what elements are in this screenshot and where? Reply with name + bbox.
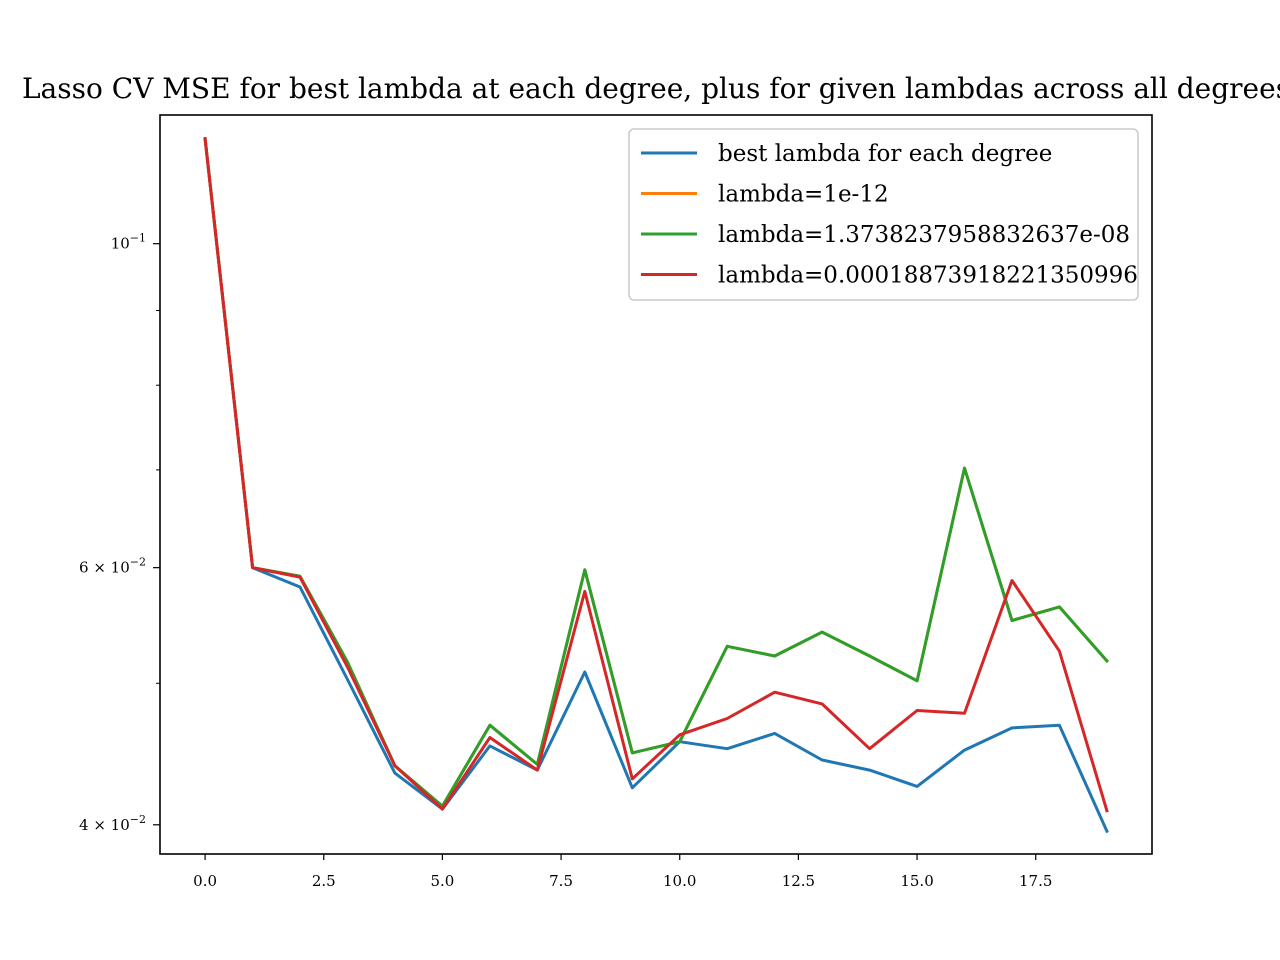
legend-label: lambda=0.00018873918221350996 xyxy=(718,263,1138,289)
legend-label: best lambda for each degree xyxy=(718,141,1052,167)
y-tick-label: 6 × 10−2 xyxy=(79,556,146,577)
legend: best lambda for each degree lambda=1e-12 l… xyxy=(628,128,1139,301)
legend-label: lambda=1.3738237958832637e-08 xyxy=(718,222,1130,248)
y-tick-label: 4 × 10−2 xyxy=(79,813,146,834)
x-tick-label: 2.5 xyxy=(312,872,336,890)
x-tick-label: 5.0 xyxy=(430,872,454,890)
legend-box xyxy=(628,128,1139,301)
plot-border xyxy=(159,114,1153,855)
legend-label: lambda=1e-12 xyxy=(718,182,889,208)
y-tick-label: 10−1 xyxy=(111,232,146,253)
x-tick-label: 0.0 xyxy=(193,872,217,890)
series-line-4 xyxy=(203,137,1109,813)
x-tick-label: 10.0 xyxy=(663,872,696,890)
x-tick-label: 7.5 xyxy=(549,872,573,890)
x-axis: 0.0 2.5 5.0 7.5 10.0 12.5 15.0 17.5 xyxy=(193,854,1052,890)
series-line-3 xyxy=(203,137,1110,808)
x-tick-label: 17.5 xyxy=(1019,872,1052,890)
x-tick-label: 12.5 xyxy=(782,872,815,890)
y-axis: 10−1 6 × 10−2 4 × 10−2 xyxy=(79,232,160,834)
series-lines xyxy=(203,137,1110,834)
series-line-1 xyxy=(203,137,1109,834)
chart-title: Lasso CV MSE for best lambda at each deg… xyxy=(22,72,1280,105)
x-tick-label: 15.0 xyxy=(900,872,933,890)
